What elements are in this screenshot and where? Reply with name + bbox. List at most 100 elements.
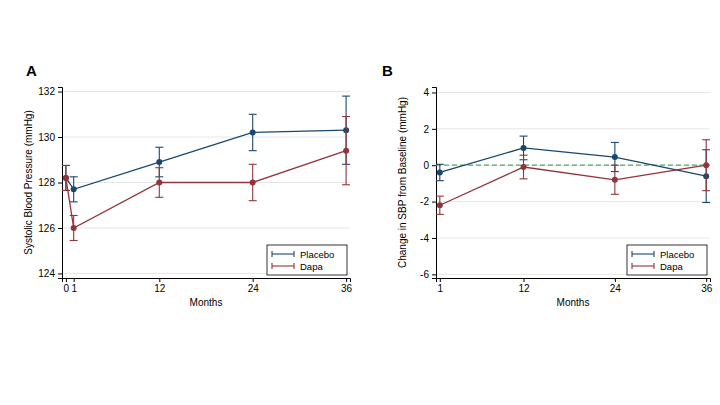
series-line [66,130,346,189]
tick: 12 [154,278,166,294]
error-bar [520,155,528,179]
legend: PlaceboDapa [267,245,347,275]
error-cap [611,165,619,166]
panel: A12412612813013201122436MonthsSystolic B… [23,62,353,308]
axis-line [63,279,351,283]
error-cap [342,116,350,117]
error-bar [249,114,257,150]
error-bar [702,140,710,191]
tick: 124 [38,268,62,279]
point [703,162,709,168]
error-cap [436,214,444,215]
reference-line [436,165,710,166]
error-cap [62,165,70,166]
tick-mark [74,278,75,282]
error-cap [342,96,350,97]
legend-symbol [653,263,654,269]
point [521,164,527,170]
point [437,169,443,175]
tick: 24 [610,278,622,294]
grid-line [62,91,350,92]
point [71,225,77,231]
tick-label: 24 [610,283,622,294]
error-bar [249,164,257,200]
point [612,154,618,160]
plot-area [436,136,710,214]
point [612,177,618,183]
tick-mark [432,165,436,166]
legend-item: Placebo [272,249,334,260]
error-cap [611,142,619,143]
tick-mark [58,273,62,274]
error-cap [62,165,70,166]
tick-mark [253,278,254,282]
tick-label: -6 [420,269,429,280]
error-cap [62,190,70,191]
legend-symbol [293,263,294,269]
tick: 2 [423,124,436,135]
legend-item: Dapa [272,261,323,272]
tick-mark [432,202,436,203]
error-cap [611,194,619,195]
legend-symbol [271,251,272,257]
error-bar [155,168,163,198]
error-cap [436,196,444,197]
error-cap [70,215,78,216]
tick: 1 [71,278,77,294]
x-axis: 1122436 [437,278,713,294]
tick-mark [58,228,62,229]
legend-box [267,245,347,275]
x-axis-title: Months [557,297,590,308]
y-axis-title: Change in SBP from Baseline (mmHg) [397,97,408,268]
tick-label: 12 [154,283,166,294]
tick-label: 0 [64,283,70,294]
x-axis: 01 12 24 36 [63,278,353,294]
tick-label: 126 [38,223,55,234]
tick: -2 [420,196,436,207]
tick-mark [432,274,436,275]
error-cap [70,240,78,241]
tick-mark [159,278,160,282]
legend-symbol [272,253,294,254]
error-cap [702,190,710,191]
error-cap [436,180,444,181]
point [250,180,256,186]
error-bar [62,165,70,190]
tick: 132 [38,86,62,97]
tick: 24 [248,278,260,294]
tick-label: 1 [71,283,77,294]
legend-item: Dapa [632,261,683,272]
series [62,117,350,241]
axis-line [432,88,437,279]
legend-item: Placebo [632,249,694,260]
panel-title: A [26,62,37,79]
tick-mark [346,278,347,282]
tick-label: 1 [438,283,444,294]
legend-box [627,245,707,275]
legend-label: Placebo [300,249,334,260]
grid [436,92,710,274]
tick: -4 [420,233,436,244]
plot-area [62,96,350,240]
figure: A12412612813013201122436MonthsSystolic B… [0,0,720,405]
error-cap [249,164,257,165]
tick: -6 [420,269,436,280]
tick-label: 12 [518,283,530,294]
point [156,159,162,165]
error-cap [702,139,710,140]
tick-mark [58,92,62,93]
tick-label: -2 [420,196,429,207]
x-axis-title: Months [190,297,223,308]
tick-label: 130 [38,132,55,143]
grid-line [62,137,350,138]
legend-symbol [271,263,272,269]
legend-symbol [632,253,654,254]
tick-mark [432,238,436,239]
legend-symbol [631,263,632,269]
grid-line [436,165,710,166]
tick: 36 [341,278,353,294]
legend-symbol [653,251,654,257]
legend-symbol [272,265,294,266]
legend-symbol [632,265,654,266]
error-cap [62,190,70,191]
